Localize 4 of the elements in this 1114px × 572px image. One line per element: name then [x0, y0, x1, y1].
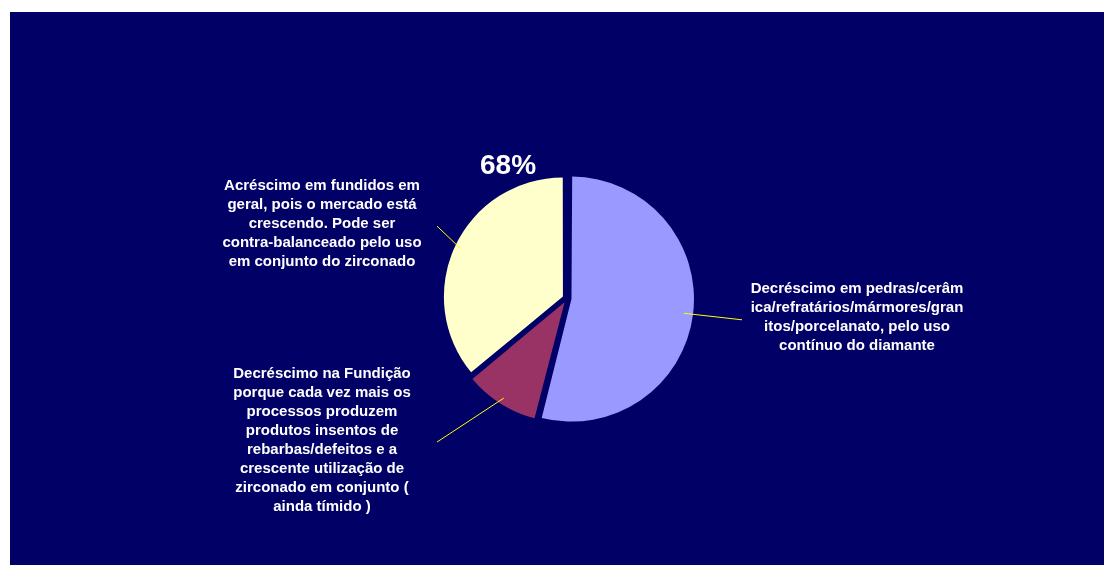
text: 68%	[479, 149, 537, 181]
slice-label: Decréscimo em pedras/cerâmica/refratários/mármores/granitos/porcelanato, pelo uso contínuo do diamante	[750, 279, 964, 354]
slice-label: Acréscimo em fundidos em geral, pois o mercado está crescendo. Pode ser contra-balanceado pelo uso em conjunto do zirconado	[222, 176, 422, 270]
slice-label: Decréscimo na Fundição porque cada vez mais os processos produzem produtos insentos de rebarbas/defeitos e a crescente utilização de zirconado em conjunto ( ainda tímido )	[233, 363, 411, 514]
